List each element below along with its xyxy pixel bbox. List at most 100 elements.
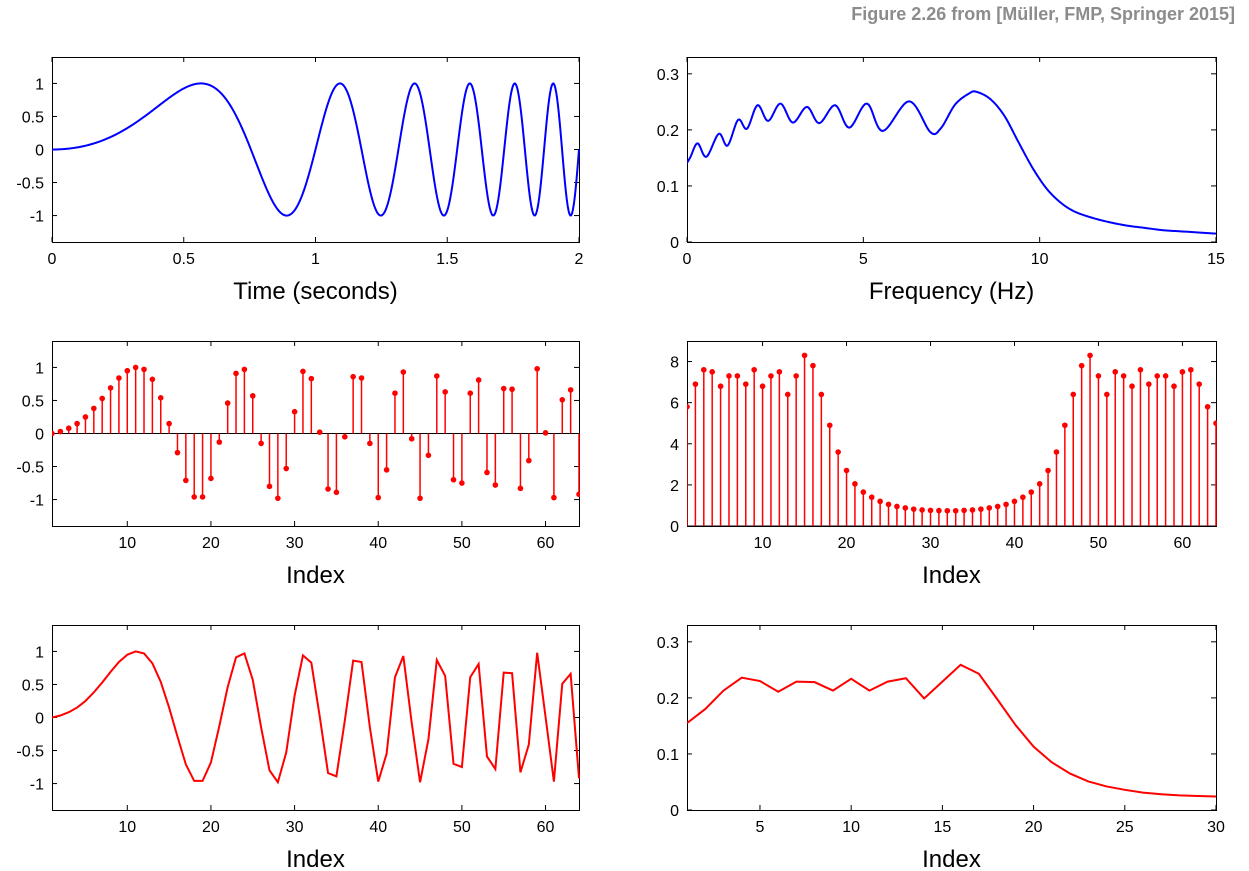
stem-marker: [57, 428, 64, 435]
y-tick-label: 2: [670, 478, 679, 495]
stem-marker: [484, 469, 490, 476]
x-tick-label: 5: [859, 251, 868, 268]
stem-marker: [969, 507, 976, 513]
series-line: [52, 650, 580, 785]
stem-marker: [1003, 501, 1009, 508]
stem-marker: [1053, 449, 1060, 455]
y-tick-label: 1: [35, 76, 44, 93]
stem-marker: [350, 373, 356, 380]
x-tick-label: 50: [453, 535, 471, 552]
stem-marker: [868, 494, 875, 501]
stem-marker: [742, 381, 749, 387]
y-tick-label: -1: [30, 493, 44, 510]
x-axis-label: Index: [922, 562, 981, 589]
y-tick-label: 0.2: [657, 123, 679, 140]
y-tick-label: -0.5: [16, 460, 44, 477]
axes-frame: [687, 625, 1217, 811]
stem-marker: [191, 494, 198, 500]
x-tick-label: 0.5: [173, 251, 195, 268]
stem-marker: [74, 420, 80, 427]
stem-marker: [1011, 498, 1018, 505]
x-tick-label: 60: [1174, 535, 1192, 552]
stem-marker: [316, 429, 323, 435]
chart-spectrum-continuous: 0 5 10 15 0.3 0.2 0.1 0 Frequency (Hz): [657, 57, 1225, 305]
x-tick-label: 40: [1006, 535, 1024, 552]
axes-frame: [687, 341, 1217, 527]
stem-marker: [835, 449, 841, 455]
x-tick-label: 10: [118, 535, 136, 552]
stem-marker: [1036, 481, 1043, 487]
stem-marker: [793, 373, 799, 379]
stem-marker: [308, 375, 315, 382]
stem-marker: [776, 369, 783, 375]
stem-marker: [927, 507, 934, 514]
stem-marker: [1129, 383, 1135, 390]
x-tick-label: 20: [838, 535, 856, 552]
stem-marker: [551, 494, 557, 501]
stem-marker: [1171, 383, 1177, 390]
stem-marker: [141, 366, 147, 373]
y-tick-label: 0: [35, 143, 44, 160]
y-tick-label: 0: [35, 427, 44, 444]
stem-marker: [1095, 373, 1102, 379]
stem-marker: [687, 403, 690, 410]
stem-marker: [1020, 494, 1026, 501]
stem-marker: [944, 507, 951, 514]
plot-area: [687, 90, 1217, 235]
plot-area: [687, 663, 1217, 798]
stem-marker: [116, 375, 122, 381]
stem-marker: [810, 362, 816, 369]
stem-marker: [961, 507, 967, 514]
x-tick-label: 30: [286, 819, 304, 836]
stem-marker: [425, 452, 432, 459]
y-tick-label: -1: [30, 777, 44, 794]
chart-chirp-continuous: 0 0.5 1 1.5 2 1 0.5 0 -0.5 -1 Time (seconds): [16, 57, 584, 305]
stem-marker: [341, 434, 348, 440]
stem-marker: [818, 391, 825, 398]
stem-marker: [199, 494, 206, 500]
x-tick-label: 30: [922, 535, 940, 552]
stem-marker: [700, 366, 707, 373]
stem-marker: [1137, 366, 1144, 373]
y-tick-label: 0.5: [22, 393, 44, 410]
y-tick-label: 0.1: [657, 747, 679, 764]
stem-marker: [1188, 366, 1194, 373]
stem-marker: [1045, 467, 1051, 474]
x-tick-label: 1.5: [436, 251, 458, 268]
x-tick-label: 60: [537, 535, 555, 552]
stem-marker: [843, 467, 850, 474]
stem-marker: [157, 395, 164, 401]
x-tick-label: 10: [118, 819, 136, 836]
y-tick-label: 0: [35, 711, 44, 728]
x-tick-label: 30: [1207, 819, 1225, 836]
stem-marker: [751, 366, 757, 373]
stem-marker: [936, 507, 942, 514]
stem-marker: [910, 506, 917, 512]
stem-marker: [885, 501, 892, 508]
stem-marker: [517, 485, 524, 492]
stem-marker: [500, 385, 507, 392]
x-tick-label: 20: [202, 819, 220, 836]
stem-marker: [291, 408, 298, 415]
stem-marker: [1146, 381, 1152, 387]
stem-marker: [367, 440, 373, 447]
stem-marker: [183, 477, 189, 484]
x-tick-label: 40: [369, 819, 387, 836]
stem-marker: [509, 386, 515, 393]
plot-area: [52, 650, 580, 785]
stem-marker: [224, 400, 231, 406]
stem-marker: [417, 495, 423, 502]
y-tick-label: 8: [670, 355, 679, 372]
y-tick-label: 0.5: [22, 109, 44, 126]
stem-marker: [1087, 352, 1093, 359]
stem-marker: [1078, 362, 1085, 369]
stem-marker: [107, 385, 114, 391]
stem-marker: [542, 430, 549, 436]
stem-marker: [734, 373, 741, 379]
stem-marker: [241, 366, 248, 373]
y-tick-label: 0: [670, 519, 679, 536]
stem-marker: [567, 387, 574, 393]
stem-marker: [1196, 381, 1203, 387]
y-tick-label: 1: [35, 360, 44, 377]
stem-marker: [383, 467, 390, 473]
